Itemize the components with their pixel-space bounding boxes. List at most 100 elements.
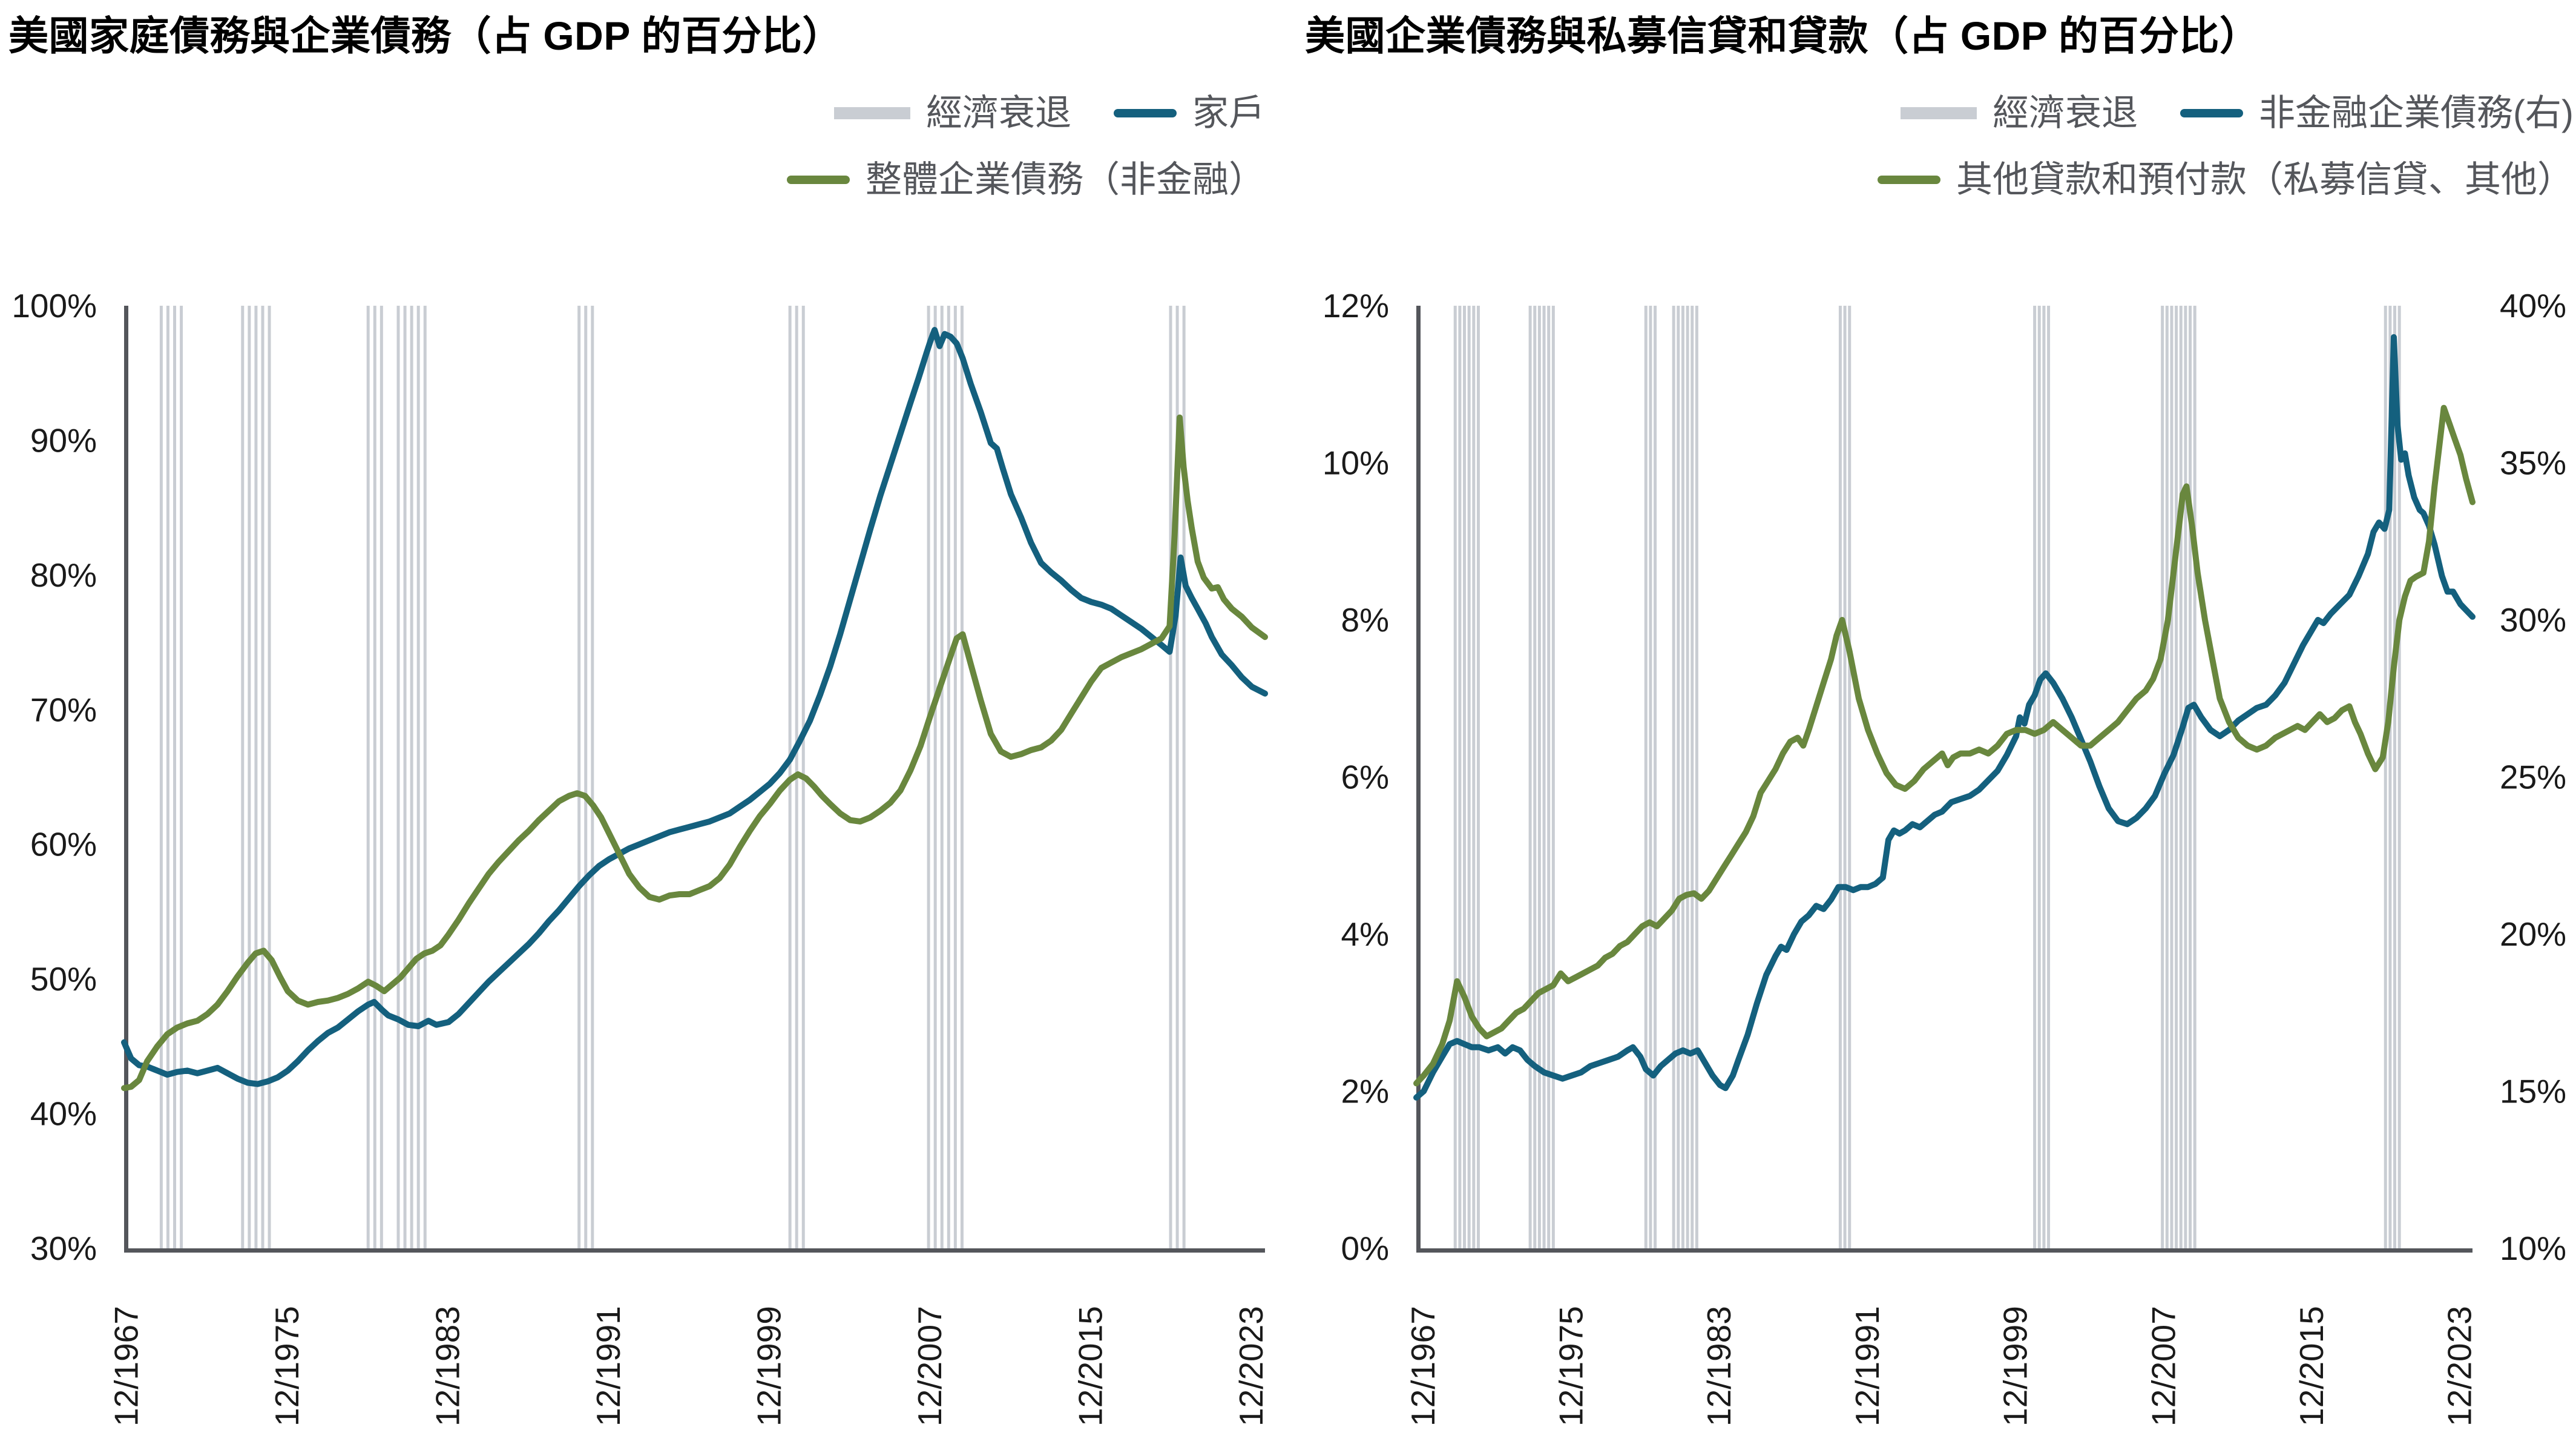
- y-tick-label: 35%: [2500, 444, 2566, 482]
- y-tick-label: 20%: [2500, 915, 2566, 953]
- legend-item-label: 整體企業債務（非金融）: [866, 159, 1265, 200]
- legend-item: 整體企業債務（非金融）: [787, 157, 1265, 202]
- legend-right-chart: 經濟衰退 非金融企業債務(右) 其他貸款和預付款（私募信貸、其他）: [1413, 91, 2574, 202]
- recession-band-stripe: [1169, 306, 1172, 1248]
- recession-band-stripe: [1551, 306, 1555, 1248]
- recession-band-stripe: [940, 306, 944, 1248]
- recession-band-stripe: [2189, 306, 2192, 1248]
- legend-row: 其他貸款和預付款（私募信貸、其他）: [1878, 157, 2574, 202]
- recession-band-stripe: [416, 306, 420, 1248]
- recession-band-stripe: [1547, 306, 1551, 1248]
- y-tick-label: 0%: [1341, 1230, 1390, 1267]
- legend-left-chart: 經濟衰退 家戶整體企業債務（非金融）: [124, 91, 1265, 202]
- recession-band-stripe: [2397, 306, 2401, 1248]
- x-tick-label: 12/2023: [2441, 1306, 2479, 1426]
- y-tick-label: 70%: [30, 691, 97, 728]
- recession-band-stripe: [2384, 306, 2387, 1248]
- x-tick-label: 12/1991: [1848, 1306, 1886, 1426]
- recession-band-stripe: [1649, 306, 1652, 1248]
- series-line-corporate_green: [121, 414, 1268, 1092]
- y-tick-label: 6%: [1341, 759, 1390, 796]
- recession-band-stripe: [1695, 306, 1698, 1248]
- recession-band-stripe: [1182, 306, 1186, 1248]
- recession-band-stripe: [173, 306, 177, 1248]
- series-line-right-axis: [1413, 334, 2476, 1101]
- x-tick-label: 12/2015: [1071, 1306, 1109, 1426]
- legend-item-label: 其他貸款和預付款（私募信貸、其他）: [1956, 159, 2574, 200]
- y-tick-label: 50%: [30, 960, 97, 998]
- recession-band-stripe: [2179, 306, 2183, 1248]
- recession-band-stripe: [423, 306, 427, 1248]
- recession-band-stripe: [1690, 306, 1694, 1248]
- recession-band-swatch: [834, 107, 910, 119]
- x-tick-label: 12/1967: [1404, 1306, 1442, 1426]
- recession-band-stripe: [410, 306, 413, 1248]
- x-tick-label: 12/2023: [1232, 1306, 1270, 1426]
- x-tick-label: 12/1983: [1700, 1306, 1738, 1426]
- series-line-corporate_green: [1413, 404, 2476, 1087]
- recession-band-stripe: [261, 306, 264, 1248]
- legend-item: 家戶: [1114, 91, 1265, 136]
- recession-band-stripe: [396, 306, 400, 1248]
- chart-title-household-vs-corporate: 美國家庭債務與企業債務（占 GDP 的百分比）: [8, 13, 843, 58]
- x-tick-label: 12/1999: [750, 1306, 787, 1426]
- y-tick-label: 60%: [30, 826, 97, 863]
- recession-band-stripe: [927, 306, 930, 1248]
- y-tick-label: 2%: [1341, 1073, 1390, 1110]
- recession-band-stripe: [366, 306, 370, 1248]
- y-tick-label: 10%: [2500, 1230, 2566, 1267]
- recession-band-stripe: [1175, 306, 1179, 1248]
- recession-band-stripe: [1843, 306, 1847, 1248]
- recession-band-stripe: [373, 306, 376, 1248]
- recession-band-stripe: [1528, 306, 1532, 1248]
- recession-band-stripe: [1681, 306, 1684, 1248]
- recession-band-stripe: [2175, 306, 2178, 1248]
- recession-band-stripe: [960, 306, 964, 1248]
- recession-band-stripe: [953, 306, 957, 1248]
- x-tick-label: 12/1975: [268, 1306, 306, 1426]
- x-tick-label: 12/1983: [429, 1306, 466, 1426]
- recession-band-stripe: [584, 306, 588, 1248]
- series-line-swatch: [787, 176, 850, 184]
- recession-band-stripe: [2393, 306, 2397, 1248]
- recession-band-stripe: [1458, 306, 1462, 1248]
- recession-band-stripe: [577, 306, 581, 1248]
- legend-item: 其他貸款和預付款（私募信貸、其他）: [1878, 157, 2574, 202]
- recession-band-stripe: [591, 306, 594, 1248]
- recession-band-stripe: [1654, 306, 1657, 1248]
- y-tick-label: 30%: [30, 1230, 97, 1267]
- recession-band-stripe: [241, 306, 245, 1248]
- recession-band-stripe: [380, 306, 383, 1248]
- x-tick-label: 12/2015: [2293, 1306, 2330, 1426]
- y-tick-label: 100%: [12, 287, 97, 324]
- y-tick-label: 8%: [1341, 601, 1390, 639]
- series-line-swatch: [1114, 109, 1177, 117]
- recession-band-stripe: [1677, 306, 1680, 1248]
- recession-band-stripe: [947, 306, 950, 1248]
- legend-item: 經濟衰退: [1901, 91, 2138, 136]
- recession-band-stripe: [2184, 306, 2187, 1248]
- x-tick-label: 12/1999: [1997, 1306, 2034, 1426]
- y-tick-label: 80%: [30, 556, 97, 594]
- y-tick-label: 25%: [2500, 759, 2566, 796]
- legend-item-label: 家戶: [1192, 93, 1265, 133]
- recession-band-stripe: [1476, 306, 1480, 1248]
- recession-band-stripe: [1672, 306, 1675, 1248]
- recession-band-stripe: [933, 306, 937, 1248]
- recession-band-stripe: [1453, 306, 1457, 1248]
- legend-item: 經濟衰退: [834, 91, 1071, 136]
- x-tick-label: 12/2007: [911, 1306, 948, 1426]
- legend-row: 整體企業債務（非金融）: [787, 157, 1265, 202]
- chart-title-corporate-vs-private-credit: 美國企業債務與私募信貸和貸款（占 GDP 的百分比）: [1305, 13, 2260, 58]
- x-tick-label: 12/1991: [590, 1306, 627, 1426]
- legend-item-label: 非金融企業債務(右): [2259, 93, 2574, 133]
- x-tick-label: 12/1975: [1552, 1306, 1589, 1426]
- y-tick-label: 12%: [1322, 287, 1389, 324]
- recession-band-stripe: [403, 306, 407, 1248]
- recession-band-stripe: [180, 306, 183, 1248]
- recession-band-stripe: [1467, 306, 1471, 1248]
- recession-band-stripe: [2047, 306, 2051, 1248]
- recession-band-stripe: [1838, 306, 1842, 1248]
